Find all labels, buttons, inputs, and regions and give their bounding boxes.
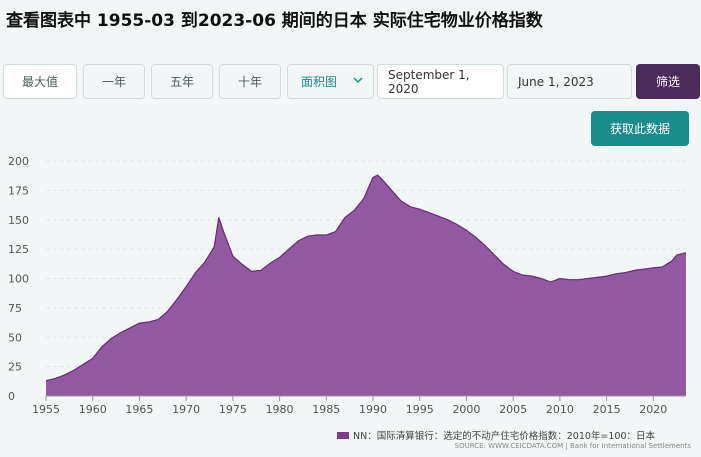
x-tick-label: 1995	[406, 403, 434, 416]
filter-button[interactable]: 筛选	[636, 64, 700, 99]
y-tick-label: 25	[8, 361, 22, 374]
x-tick-label: 1960	[79, 403, 107, 416]
x-tick-label: 1975	[219, 403, 247, 416]
x-tick-label: 2020	[639, 403, 667, 416]
x-tick-label: 2005	[499, 403, 527, 416]
source-note: SOURCE: WWW.CEICDATA.COM | Bank for Inte…	[454, 442, 691, 450]
end-date-input[interactable]: June 1, 2023	[507, 64, 632, 99]
x-tick-label: 1990	[359, 403, 387, 416]
y-tick-label: 150	[8, 214, 29, 227]
get-data-button[interactable]: 获取此数据	[591, 111, 689, 146]
y-tick-label: 175	[8, 184, 29, 197]
y-tick-label: 100	[8, 273, 29, 286]
y-tick-label: 75	[8, 302, 22, 315]
chart-type-select[interactable]: 面积图	[287, 64, 374, 99]
x-tick-label: 1980	[266, 403, 294, 416]
chart-type-label: 面积图	[301, 75, 338, 89]
x-tick-label: 1965	[125, 403, 153, 416]
x-tick-label: 1955	[32, 403, 60, 416]
chart-toolbar: 最大值 一年 五年 十年 面积图 September 1, 2020 June …	[3, 64, 701, 101]
series-line	[45, 174, 687, 382]
range-max-button[interactable]: 最大值	[3, 64, 77, 99]
series-area	[46, 175, 686, 396]
chart-legend: NN：国际清算银行：选定的不动产住宅价格指数：2010年=100：日本	[337, 428, 655, 442]
range-1y-button[interactable]: 一年	[83, 64, 145, 99]
range-5y-button[interactable]: 五年	[151, 64, 213, 99]
chevron-down-icon	[353, 77, 363, 84]
page-title: 查看图表中 1955-03 到2023-06 期间的日本 实际住宅物业价格指数	[6, 11, 543, 31]
x-tick-label: 2000	[452, 403, 480, 416]
y-tick-label: 50	[8, 331, 22, 344]
x-tick-label: 2010	[546, 403, 574, 416]
y-tick-label: 200	[8, 155, 29, 168]
start-date-input[interactable]: September 1, 2020	[377, 64, 504, 99]
y-tick-label: 0	[8, 390, 15, 403]
range-10y-button[interactable]: 十年	[219, 64, 281, 99]
y-tick-label: 125	[8, 243, 29, 256]
legend-swatch	[337, 431, 350, 439]
chart-axes: 0 25 50 75 100 125 150 175 200 1955 1960 1965 1970 19…	[8, 155, 686, 416]
chart-area-series	[45, 174, 687, 396]
x-tick-label: 1985	[312, 403, 340, 416]
x-tick-label: 2015	[593, 403, 621, 416]
x-tick-label: 1970	[172, 403, 200, 416]
legend-label: NN：国际清算银行：选定的不动产住宅价格指数：2010年=100：日本	[353, 431, 655, 442]
